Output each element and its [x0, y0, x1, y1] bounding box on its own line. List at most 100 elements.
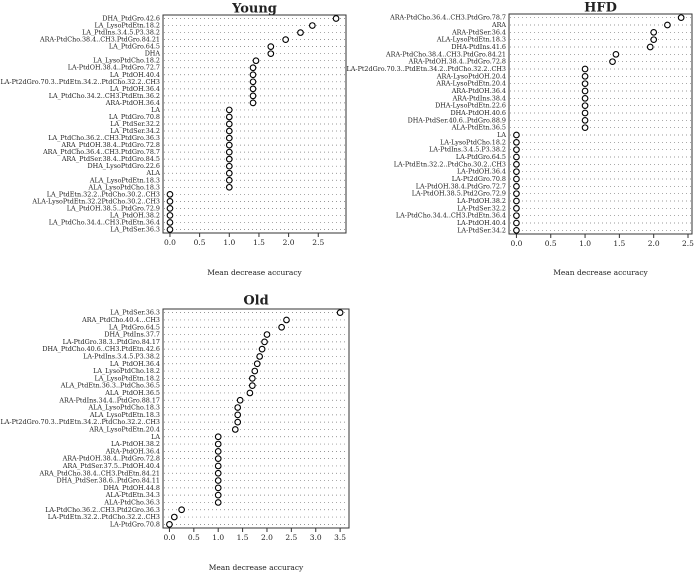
data-point — [253, 360, 261, 368]
data-point — [252, 57, 260, 65]
category-label: ALA_LysoPtdCho.18.3 — [88, 183, 161, 191]
data-point — [249, 92, 257, 100]
x-tick-label: 2.5 — [682, 239, 694, 248]
data-point — [231, 426, 239, 433]
data-point — [214, 462, 222, 470]
data-point — [513, 197, 520, 205]
data-point — [308, 22, 316, 29]
category-label: LA-PtdIns.3.4.5.P3.38.2 — [429, 146, 506, 154]
data-point — [581, 72, 589, 80]
data-point — [581, 87, 589, 95]
data-point — [166, 212, 174, 219]
x-tick-label: 2.0 — [261, 533, 273, 542]
data-point — [278, 323, 285, 331]
data-point — [513, 138, 520, 146]
category-label: LA-PtdOH.38.4.PtdGro.72.7 — [416, 182, 506, 190]
x-tick-label: 1.5 — [253, 238, 265, 247]
category-label: LA_PtdSer.36.3 — [110, 309, 160, 317]
category-label: LA-PtdEtn.32.2..PtdCho.30.2..CH3 — [394, 160, 506, 168]
category-label: ALA_LysoPtdCho.18.3 — [88, 404, 161, 412]
category-label: LA — [497, 131, 506, 139]
data-point — [282, 36, 289, 43]
data-point — [283, 316, 290, 324]
category-label: ARA_PtdCho.40.4...CH3 — [81, 316, 160, 324]
category-label: ARA_PtdCho.36.4..CH3.PtdGro.78.7 — [42, 148, 160, 156]
data-point — [225, 141, 233, 149]
data-point — [234, 411, 242, 419]
data-point — [249, 64, 257, 72]
data-point — [267, 43, 275, 50]
data-point — [249, 99, 257, 107]
data-point — [166, 520, 173, 528]
data-point — [249, 85, 257, 93]
category-label: ALA_PtdOH.36.5 — [104, 389, 160, 397]
category-label: ARA-PtdOH.38.4..PtdGro.72.8 — [62, 455, 160, 463]
x-tick-label: 2.0 — [648, 239, 660, 248]
chart-title: HFD — [584, 1, 617, 16]
data-point — [225, 148, 233, 156]
category-label: LA-PtdEtn.32.2..PtdCho.32.2..CH3 — [48, 513, 160, 521]
x-tick-label: 3.5 — [334, 533, 346, 542]
category-label: LA_LysoPtdCho.18.2 — [93, 57, 160, 65]
x-tick-label: 2.0 — [283, 238, 295, 247]
data-point — [214, 455, 222, 463]
data-point — [609, 58, 616, 66]
data-point — [225, 106, 233, 114]
x-tick-label: 0.0 — [164, 238, 176, 247]
category-label: DHA-PtdOH.40.6 — [450, 109, 506, 117]
x-tick-label: 1.5 — [237, 533, 249, 542]
data-point — [214, 440, 222, 448]
data-point — [234, 404, 242, 411]
data-point — [170, 513, 178, 521]
category-label: LA_PtdOH.40.4 — [110, 71, 160, 79]
x-axis-label: Mean decrease accuracy — [553, 268, 648, 277]
category-label: LA — [151, 106, 160, 114]
data-point — [513, 190, 520, 198]
data-point — [225, 183, 233, 191]
category-label: LA_LysoPtdEtn.18.2 — [95, 374, 161, 382]
x-axis-label: Mean decrease accuracy — [209, 563, 304, 572]
category-label: ALA-PtdEtn.34.3 — [105, 491, 160, 499]
category-label: LA_PtdEtn.32.2..PtdCho.30.2..CH3 — [47, 190, 160, 198]
data-point — [214, 448, 222, 455]
category-label: LA-PtdCho.36.2..CH3.Ptd2Gro.36.3 — [45, 506, 160, 514]
category-label: LA-PtdOH.40.4 — [457, 219, 506, 227]
data-point — [225, 169, 233, 177]
x-tick-label: 0.0 — [163, 533, 175, 542]
category-label: LA_PtdIns.3.4.5.P3.38.2 — [82, 29, 160, 37]
category-label: LA-LysoPtdCho.18.2 — [440, 138, 506, 146]
x-axis-label: Mean decrease accuracy — [207, 268, 302, 277]
data-point — [166, 198, 174, 205]
category-label: LA_PtdGro.64.5 — [109, 43, 160, 51]
category-label: LA-PtdOH.36.4 — [457, 168, 506, 176]
category-label: DHA-PtdIns.41.6 — [451, 43, 506, 51]
category-label: ARA_PtdOH.38.4..PtdGro.72.8 — [61, 141, 160, 149]
data-point — [225, 162, 233, 170]
data-point — [513, 175, 520, 183]
chart-title: Old — [243, 294, 268, 309]
data-point — [166, 190, 174, 198]
category-label: ALA_PtdEtn.36.3..PtdCho.36.5 — [60, 382, 160, 390]
data-point — [664, 21, 671, 29]
data-point — [214, 484, 222, 492]
data-point — [225, 176, 233, 184]
category-label: LA_PtdCho.36.2..CH3.PtdGro.36.3 — [48, 134, 160, 142]
data-point — [225, 134, 233, 142]
data-point — [513, 212, 520, 220]
category-label: ARA-PtdOH.36.4 — [105, 447, 160, 455]
category-label: LA-PtdIns.3.4.5.P3.38.2 — [83, 352, 160, 360]
category-label: ARA-PtdCho.38.4..CH3.PtdGro.84.21 — [385, 50, 506, 58]
data-point — [256, 353, 264, 360]
category-label: LA_PtdSer.36.3 — [110, 225, 160, 233]
data-point — [166, 205, 174, 212]
category-label: ARA-PtdSer.36.4 — [451, 28, 506, 36]
category-label: LA_PtdGro.70.8 — [109, 113, 160, 121]
x-tick-label: 0.5 — [194, 238, 206, 247]
data-point — [513, 153, 520, 161]
category-label: DHA_PtdSer.38.6..PtdGro.84.11 — [57, 477, 160, 485]
data-point — [513, 131, 520, 139]
data-point — [214, 477, 222, 484]
data-point — [612, 50, 620, 58]
category-label: LA-PtdOH.38.4..PtdGro.72.7 — [68, 64, 160, 72]
data-point — [214, 433, 222, 441]
